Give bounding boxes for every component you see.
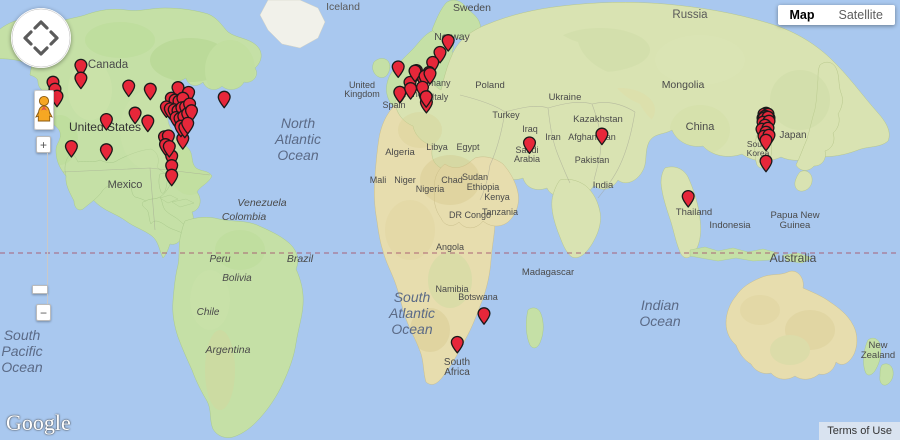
- svg-text:Mongolia: Mongolia: [662, 79, 705, 91]
- svg-text:Angola: Angola: [436, 242, 464, 252]
- svg-text:Canada: Canada: [88, 59, 129, 71]
- svg-text:Atlantic: Atlantic: [274, 131, 321, 147]
- svg-text:Libya: Libya: [426, 142, 448, 152]
- svg-text:Japan: Japan: [779, 130, 806, 141]
- svg-text:Chile: Chile: [197, 307, 220, 318]
- svg-text:Sweden: Sweden: [453, 2, 491, 14]
- svg-text:Nigeria: Nigeria: [416, 184, 445, 194]
- svg-text:Mali: Mali: [370, 175, 387, 185]
- svg-text:Italy: Italy: [432, 92, 449, 102]
- svg-text:Algeria: Algeria: [385, 147, 415, 158]
- svg-text:Tanzania: Tanzania: [482, 207, 518, 217]
- svg-text:Argentina: Argentina: [205, 344, 251, 356]
- svg-text:Turkey: Turkey: [492, 110, 520, 120]
- svg-text:Kenya: Kenya: [484, 192, 510, 202]
- svg-text:Afghanistan: Afghanistan: [568, 132, 616, 142]
- svg-text:Indian: Indian: [641, 297, 679, 313]
- svg-text:Niger: Niger: [394, 175, 416, 185]
- svg-text:Kazakhstan: Kazakhstan: [573, 114, 623, 125]
- svg-text:Pakistan: Pakistan: [575, 155, 610, 165]
- svg-text:Spain: Spain: [382, 100, 405, 110]
- svg-text:Bolivia: Bolivia: [222, 273, 252, 284]
- svg-text:Chad: Chad: [441, 175, 463, 185]
- svg-text:Colombia: Colombia: [222, 211, 267, 223]
- svg-text:Iraq: Iraq: [522, 124, 538, 134]
- svg-text:Ocean: Ocean: [1, 359, 42, 375]
- svg-text:Iran: Iran: [545, 132, 561, 142]
- svg-text:India: India: [593, 180, 614, 191]
- svg-text:Iceland: Iceland: [326, 1, 360, 13]
- svg-text:Ethiopia: Ethiopia: [467, 182, 500, 192]
- svg-text:Venezuela: Venezuela: [237, 197, 286, 209]
- svg-text:Indonesia: Indonesia: [709, 220, 751, 231]
- svg-text:North: North: [281, 115, 315, 131]
- svg-text:Poland: Poland: [475, 80, 505, 91]
- svg-text:Botswana: Botswana: [458, 292, 498, 302]
- svg-text:Egypt: Egypt: [456, 142, 480, 152]
- svg-text:South: South: [394, 289, 431, 305]
- svg-text:Pacific: Pacific: [1, 343, 42, 359]
- svg-text:Peru: Peru: [209, 254, 231, 265]
- svg-text:Mexico: Mexico: [108, 179, 143, 191]
- svg-text:Russia: Russia: [672, 9, 708, 21]
- svg-text:China: China: [686, 121, 716, 133]
- svg-text:Madagascar: Madagascar: [522, 267, 574, 278]
- svg-text:Ocean: Ocean: [639, 313, 680, 329]
- svg-text:Brazil: Brazil: [287, 253, 314, 265]
- svg-text:Ocean: Ocean: [277, 147, 318, 163]
- svg-text:Sudan: Sudan: [462, 172, 488, 182]
- svg-text:Atlantic: Atlantic: [388, 305, 435, 321]
- svg-text:Australia: Australia: [770, 251, 817, 265]
- svg-text:Ukraine: Ukraine: [549, 92, 582, 103]
- svg-text:South: South: [4, 327, 41, 343]
- svg-text:Ocean: Ocean: [391, 321, 432, 337]
- svg-text:Thailand: Thailand: [676, 207, 712, 218]
